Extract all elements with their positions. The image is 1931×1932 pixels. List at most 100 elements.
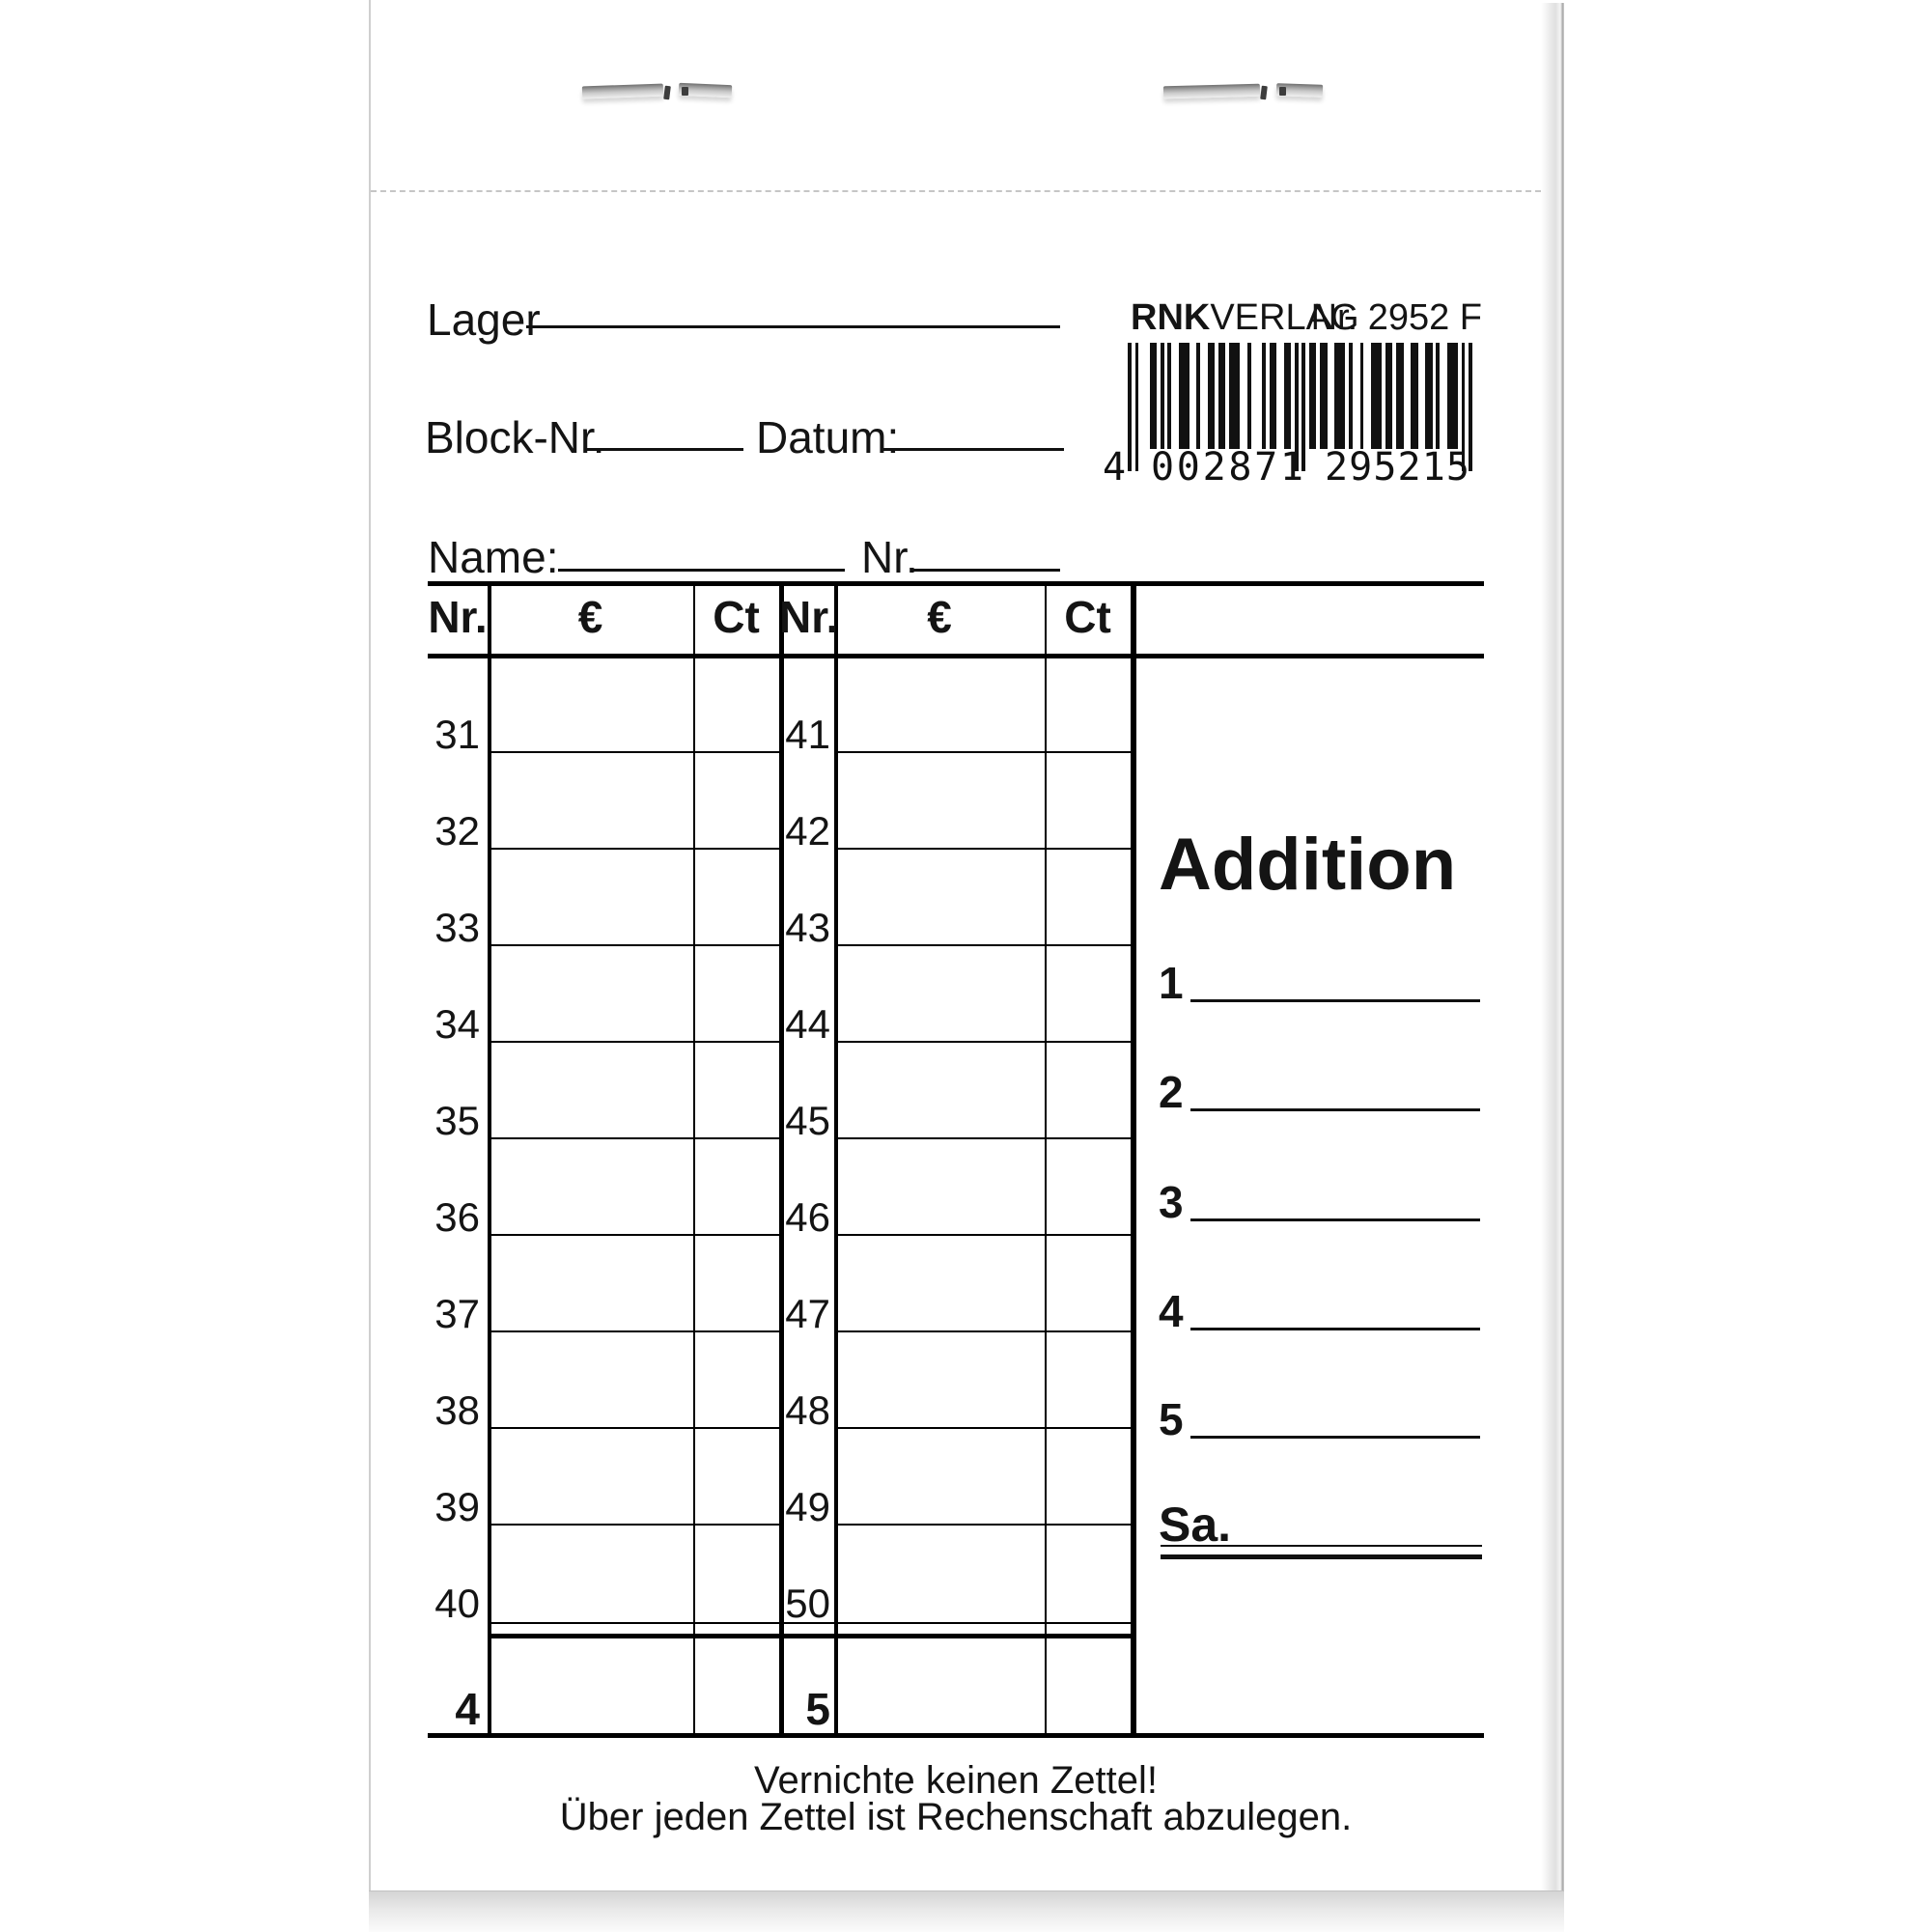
row-number-49: 49 <box>785 1484 830 1529</box>
barcode-bar-14 <box>1294 343 1299 471</box>
row-number-36: 36 <box>434 1194 480 1240</box>
barcode-bar-25 <box>1425 343 1433 449</box>
nr-blank-line <box>910 569 1060 572</box>
table-vline-1 <box>488 581 491 1738</box>
row-rule-left-34 <box>488 1041 779 1043</box>
datum-label: Datum: <box>756 412 900 462</box>
sum-thin-rule <box>1161 1545 1482 1547</box>
table-bottom-border <box>428 1733 1484 1738</box>
row-number-34: 34 <box>434 1001 480 1047</box>
barcode-digits-left-char-5: 1 <box>1279 445 1303 490</box>
addition-item-line-4 <box>1190 1328 1480 1330</box>
barcode-bar-26 <box>1436 343 1441 449</box>
staple-right-notch-icon <box>1279 87 1286 96</box>
barcode-bar-24 <box>1411 343 1418 449</box>
row-number-32: 32 <box>434 808 480 854</box>
barcode-bar-19 <box>1349 343 1353 449</box>
barcode-digits-right-char-5: 5 <box>1445 445 1469 490</box>
barcode-bar-2 <box>1149 343 1158 449</box>
barcode-digit-first-char-0: 4 <box>1103 445 1127 490</box>
addition-item-line-5 <box>1190 1436 1480 1439</box>
table-header-2: Ct <box>713 592 760 642</box>
addition-item-line-3 <box>1190 1218 1480 1221</box>
row-number-40: 40 <box>434 1581 480 1626</box>
row-number-37: 37 <box>434 1291 480 1336</box>
row-number-42: 42 <box>785 808 830 854</box>
addition-item-line-2 <box>1190 1108 1480 1111</box>
table-vline-6 <box>1131 581 1136 1738</box>
row-number-50: 50 <box>785 1581 830 1626</box>
barcode-bar-15 <box>1301 343 1306 471</box>
barcode-bar-7 <box>1207 343 1216 449</box>
row-number-48: 48 <box>785 1387 830 1433</box>
barcode-bar-21 <box>1370 343 1383 449</box>
addition-item-number-1: 1 <box>1159 958 1184 1008</box>
row-rule-left-31 <box>488 751 779 753</box>
barcode-bar-13 <box>1283 343 1292 449</box>
table-header-5: Ct <box>1064 592 1111 642</box>
barcode-bar-18 <box>1334 343 1346 449</box>
name-label: Name: <box>428 532 559 582</box>
row-rule-right-43 <box>834 944 1131 946</box>
lager-blank-line <box>526 325 1060 328</box>
barcode-bar-5 <box>1178 343 1189 449</box>
barcode-digits-right-char-0: 2 <box>1325 445 1349 490</box>
row-number-46: 46 <box>785 1194 830 1240</box>
table-top-border <box>428 581 1484 586</box>
barcode-digits-left-char-3: 8 <box>1228 445 1252 490</box>
row-rule-right-47 <box>834 1330 1131 1332</box>
barcode-digits-right-char-4: 1 <box>1421 445 1445 490</box>
row-number-41: 41 <box>785 712 830 757</box>
barcode-digits-left-char-2: 2 <box>1202 445 1226 490</box>
barcode-digits-right-char-3: 2 <box>1397 445 1421 490</box>
barcode-bar-23 <box>1396 343 1404 449</box>
row-rule-right-46 <box>834 1234 1131 1236</box>
barcode-bar-20 <box>1359 343 1364 449</box>
row-rule-left-37 <box>488 1330 779 1332</box>
carry-label-left: 4 <box>455 1684 480 1734</box>
staple-left-notch-icon <box>682 87 688 96</box>
name-blank-line <box>558 569 845 572</box>
row-number-39: 39 <box>434 1484 480 1529</box>
barcode-digits-left-char-0: 0 <box>1151 445 1175 490</box>
table-header-divider <box>428 654 1484 658</box>
row-number-45: 45 <box>785 1098 830 1143</box>
barcode-bar-12 <box>1269 343 1277 449</box>
product-number: Nr. 2952 F <box>1310 297 1482 338</box>
lager-label: Lager <box>427 294 541 345</box>
paper-stack-right-edge <box>1541 3 1564 1890</box>
perforation-dashed-line <box>371 190 1541 192</box>
barcode-bar-10 <box>1247 343 1251 449</box>
row-number-47: 47 <box>785 1291 830 1336</box>
barcode-bar-27 <box>1446 343 1458 449</box>
barcode-bar-16 <box>1308 343 1317 449</box>
row-number-31: 31 <box>434 712 480 757</box>
sum-label: Sa. <box>1159 1498 1232 1552</box>
row-rule-right-41 <box>834 751 1131 753</box>
barcode-bar-6 <box>1196 343 1201 449</box>
row-rule-right-45 <box>834 1137 1131 1139</box>
paper-stack-bottom-edge <box>369 1890 1564 1932</box>
barcode-digits-right-char-2: 5 <box>1373 445 1397 490</box>
block-nr-blank-line <box>585 448 743 451</box>
row-rule-left-36 <box>488 1234 779 1236</box>
barcode-bar-22 <box>1385 343 1393 449</box>
table-vline-4 <box>834 581 838 1738</box>
barcode-bar-28 <box>1461 343 1466 471</box>
sum-thick-rule <box>1161 1554 1482 1559</box>
ean-barcode <box>1128 343 1472 471</box>
table-header-1: € <box>577 592 603 642</box>
brand-logo: RNKVERLAG <box>1131 297 1359 338</box>
table-closing-thick-rule <box>488 1634 1136 1638</box>
barcode-digits-left-char-1: 0 <box>1176 445 1200 490</box>
row-rule-left-38 <box>488 1427 779 1429</box>
barcode-bar-29 <box>1469 343 1472 471</box>
datum-blank-line <box>883 448 1064 451</box>
row-rule-right-42 <box>834 848 1131 850</box>
table-vline-3 <box>779 581 784 1738</box>
barcode-digit-first: 4 <box>1103 448 1132 487</box>
row-number-38: 38 <box>434 1387 480 1433</box>
barcode-digits-right-char-1: 9 <box>1349 445 1373 490</box>
